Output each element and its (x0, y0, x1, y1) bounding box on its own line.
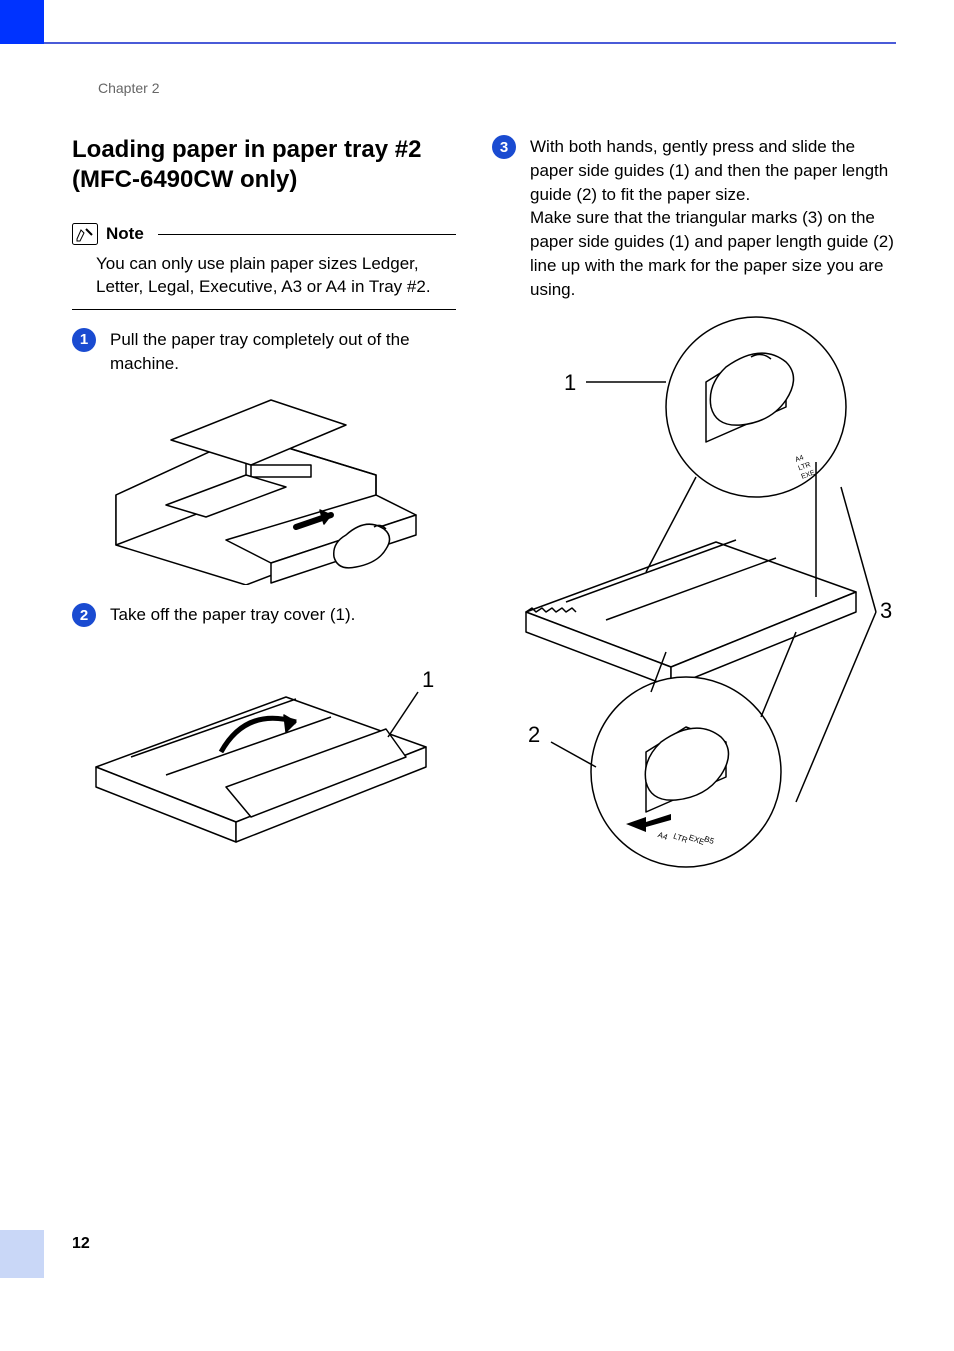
note-pencil-icon (72, 223, 98, 245)
figure-tray-remove-cover: 1 (76, 637, 456, 857)
step-3: 3 With both hands, gently press and slid… (492, 135, 896, 302)
left-column: Loading paper in paper tray #2 (MFC-6490… (72, 135, 456, 886)
figure-callout: 3 (880, 598, 892, 623)
step-number-badge: 3 (492, 135, 516, 159)
figure-tray-adjust-guides: A4 LTR EXE (496, 312, 896, 872)
note-label: Note (106, 224, 144, 244)
figure-callout: 1 (422, 667, 434, 692)
figure-printer-pull-tray (76, 385, 456, 585)
page-side-accent (0, 1230, 44, 1278)
right-column: 3 With both hands, gently press and slid… (492, 135, 896, 886)
note-top-rule (158, 234, 456, 235)
note-body: You can only use plain paper sizes Ledge… (96, 253, 456, 299)
note-header: Note (72, 223, 456, 245)
note-block: Note You can only use plain paper sizes … (72, 223, 456, 310)
step-1: 1 Pull the paper tray completely out of … (72, 328, 456, 376)
chapter-label: Chapter 2 (98, 80, 159, 96)
step-text: With both hands, gently press and slide … (530, 135, 896, 302)
step-number-badge: 2 (72, 603, 96, 627)
page-number: 12 (72, 1235, 90, 1253)
step-text: Take off the paper tray cover (1). (110, 603, 355, 627)
header-rule (44, 42, 896, 44)
step-number-badge: 1 (72, 328, 96, 352)
step-text: Pull the paper tray completely out of th… (110, 328, 456, 376)
note-bottom-rule (72, 309, 456, 310)
step-2: 2 Take off the paper tray cover (1). (72, 603, 456, 627)
page-corner-accent (0, 0, 44, 44)
section-title: Loading paper in paper tray #2 (MFC-6490… (72, 135, 456, 195)
figure-callout: 2 (528, 722, 540, 747)
figure-callout: 1 (564, 370, 576, 395)
content-columns: Loading paper in paper tray #2 (MFC-6490… (72, 135, 894, 886)
manual-page: Chapter 2 Loading paper in paper tray #2… (0, 0, 954, 1351)
